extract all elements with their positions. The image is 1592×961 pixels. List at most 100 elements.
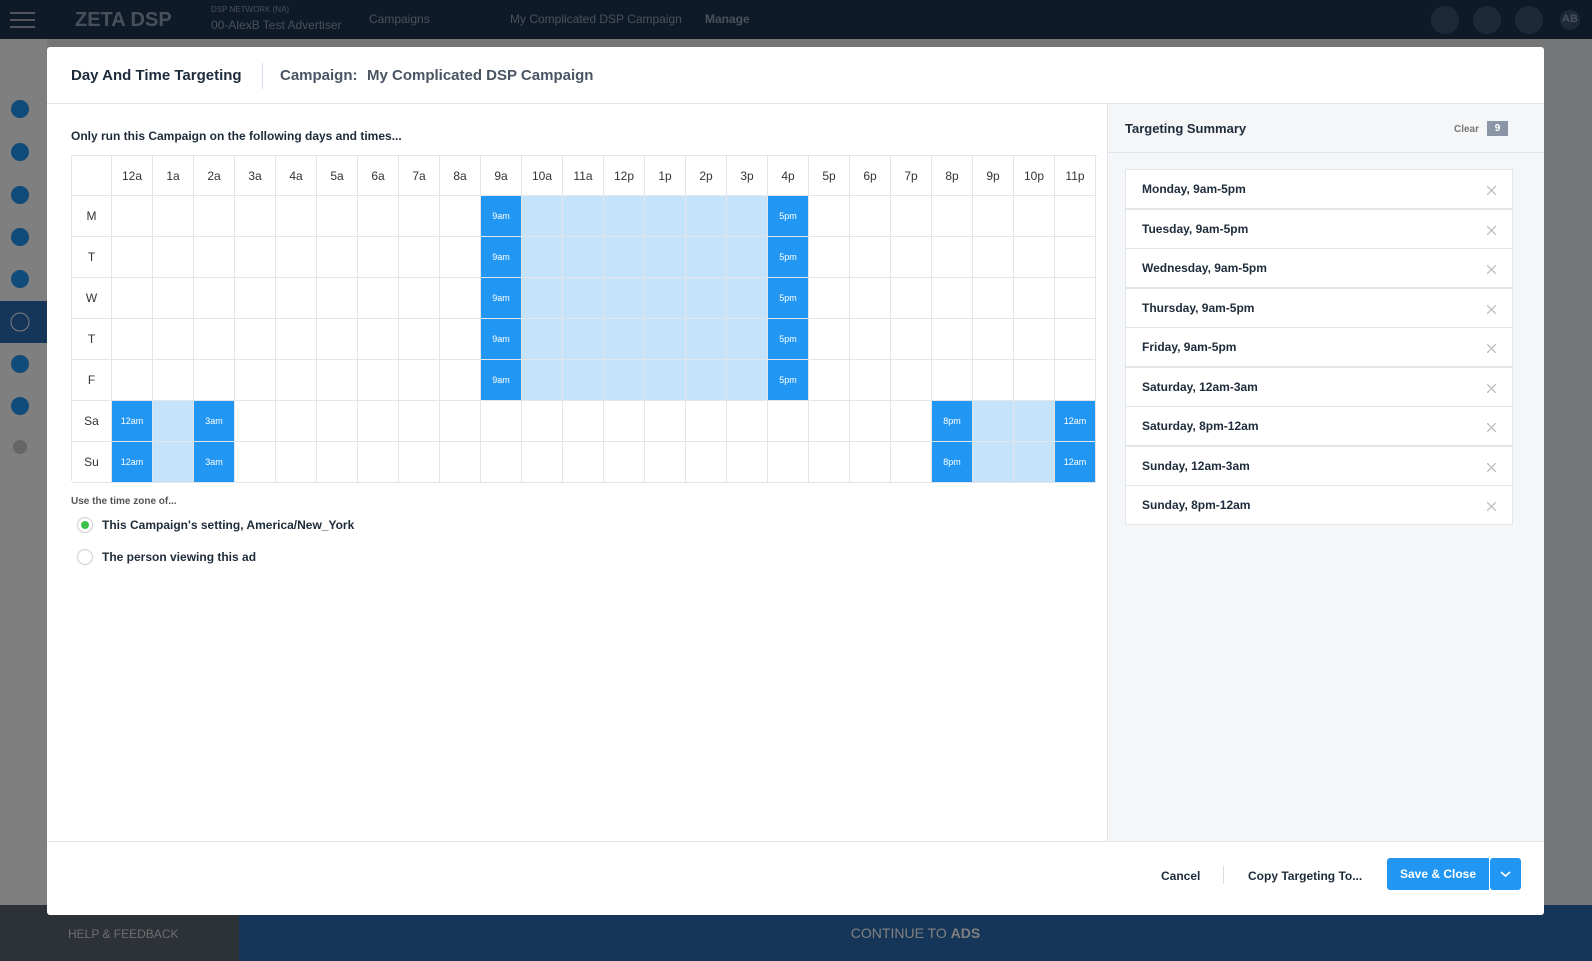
- time-cell[interactable]: [399, 196, 440, 237]
- time-cell[interactable]: [317, 278, 358, 319]
- time-cell[interactable]: [194, 278, 235, 319]
- time-cell[interactable]: [358, 401, 399, 442]
- hour-header[interactable]: 5a: [317, 156, 358, 196]
- remove-icon[interactable]: [1487, 423, 1496, 432]
- time-cell[interactable]: [809, 360, 850, 401]
- time-cell[interactable]: [399, 278, 440, 319]
- time-cell[interactable]: [522, 401, 563, 442]
- time-cell[interactable]: [645, 401, 686, 442]
- time-cell[interactable]: [645, 278, 686, 319]
- time-cell[interactable]: [153, 196, 194, 237]
- time-cell[interactable]: [686, 442, 727, 483]
- time-cell[interactable]: [850, 442, 891, 483]
- time-cell[interactable]: [645, 442, 686, 483]
- time-cell[interactable]: [686, 196, 727, 237]
- time-cell[interactable]: 8pm: [932, 401, 973, 442]
- hour-header[interactable]: 5p: [809, 156, 850, 196]
- time-cell[interactable]: 12am: [112, 401, 153, 442]
- time-cell[interactable]: [645, 237, 686, 278]
- time-cell[interactable]: [727, 442, 768, 483]
- time-cell[interactable]: [194, 319, 235, 360]
- time-cell[interactable]: [1055, 360, 1096, 401]
- time-cell[interactable]: [604, 401, 645, 442]
- time-cell[interactable]: [891, 196, 932, 237]
- time-cell[interactable]: 9am: [481, 319, 522, 360]
- hour-header[interactable]: 3p: [727, 156, 768, 196]
- time-cell[interactable]: [522, 278, 563, 319]
- time-cell[interactable]: [194, 237, 235, 278]
- time-cell[interactable]: [235, 442, 276, 483]
- time-cell[interactable]: [276, 278, 317, 319]
- time-cell[interactable]: [1014, 196, 1055, 237]
- time-cell[interactable]: [604, 278, 645, 319]
- time-cell[interactable]: 12am: [1055, 401, 1096, 442]
- time-cell[interactable]: [727, 237, 768, 278]
- time-cell[interactable]: 5pm: [768, 319, 809, 360]
- time-cell[interactable]: 9am: [481, 196, 522, 237]
- hour-header[interactable]: 3a: [235, 156, 276, 196]
- time-cell[interactable]: [973, 442, 1014, 483]
- hour-header[interactable]: 12a: [112, 156, 153, 196]
- time-cell[interactable]: 8pm: [932, 442, 973, 483]
- time-cell[interactable]: [112, 237, 153, 278]
- time-cell[interactable]: [850, 237, 891, 278]
- time-cell[interactable]: [276, 442, 317, 483]
- time-cell[interactable]: [358, 319, 399, 360]
- hour-header[interactable]: 9p: [973, 156, 1014, 196]
- time-cell[interactable]: [891, 442, 932, 483]
- time-cell[interactable]: [809, 196, 850, 237]
- time-cell[interactable]: [727, 196, 768, 237]
- remove-icon[interactable]: [1487, 225, 1496, 235]
- time-cell[interactable]: [153, 278, 194, 319]
- time-cell[interactable]: [686, 401, 727, 442]
- time-cell[interactable]: [522, 237, 563, 278]
- time-cell[interactable]: [809, 237, 850, 278]
- time-cell[interactable]: [522, 196, 563, 237]
- time-cell[interactable]: [153, 442, 194, 483]
- time-cell[interactable]: [112, 196, 153, 237]
- time-cell[interactable]: 5pm: [768, 278, 809, 319]
- time-cell[interactable]: [1055, 237, 1096, 278]
- time-cell[interactable]: [235, 278, 276, 319]
- time-cell[interactable]: [440, 319, 481, 360]
- time-cell[interactable]: [399, 360, 440, 401]
- time-cell[interactable]: [727, 401, 768, 442]
- time-cell[interactable]: [153, 360, 194, 401]
- time-cell[interactable]: [809, 278, 850, 319]
- time-cell[interactable]: [235, 237, 276, 278]
- time-cell[interactable]: [358, 278, 399, 319]
- time-cell[interactable]: [399, 237, 440, 278]
- time-cell[interactable]: [1014, 237, 1055, 278]
- remove-icon[interactable]: [1487, 383, 1496, 393]
- hour-header[interactable]: 1p: [645, 156, 686, 196]
- remove-icon[interactable]: [1487, 502, 1496, 511]
- hour-header[interactable]: 8p: [932, 156, 973, 196]
- day-header[interactable]: M: [72, 196, 112, 237]
- time-cell[interactable]: [481, 442, 522, 483]
- time-cell[interactable]: [1055, 319, 1096, 360]
- time-cell[interactable]: [1014, 319, 1055, 360]
- time-cell[interactable]: 9am: [481, 360, 522, 401]
- clear-button[interactable]: Clear: [1454, 124, 1480, 135]
- time-cell[interactable]: [563, 360, 604, 401]
- time-cell[interactable]: [727, 319, 768, 360]
- time-cell[interactable]: [563, 196, 604, 237]
- time-cell[interactable]: [809, 401, 850, 442]
- time-cell[interactable]: [317, 237, 358, 278]
- time-cell[interactable]: [891, 401, 932, 442]
- time-cell[interactable]: [317, 319, 358, 360]
- time-cell[interactable]: [686, 237, 727, 278]
- time-cell[interactable]: 9am: [481, 278, 522, 319]
- time-cell[interactable]: [1055, 196, 1096, 237]
- hour-header[interactable]: 11a: [563, 156, 604, 196]
- day-header[interactable]: Sa: [72, 401, 112, 442]
- time-cell[interactable]: [891, 237, 932, 278]
- time-cell[interactable]: 5pm: [768, 196, 809, 237]
- time-cell[interactable]: [932, 196, 973, 237]
- time-cell[interactable]: [645, 319, 686, 360]
- day-header[interactable]: W: [72, 278, 112, 319]
- time-cell[interactable]: [563, 237, 604, 278]
- time-cell[interactable]: [399, 401, 440, 442]
- hour-header[interactable]: 7a: [399, 156, 440, 196]
- time-cell[interactable]: [440, 442, 481, 483]
